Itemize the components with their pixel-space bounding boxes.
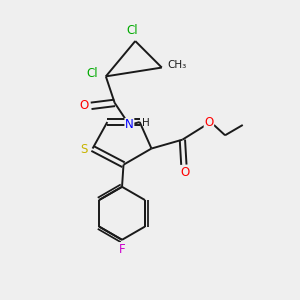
Text: CH₃: CH₃ — [167, 60, 186, 70]
Text: O: O — [204, 116, 214, 128]
Text: Cl: Cl — [87, 67, 98, 80]
Text: H: H — [142, 118, 149, 128]
Text: S: S — [80, 143, 87, 157]
Text: Cl: Cl — [127, 24, 138, 37]
Text: F: F — [119, 243, 125, 256]
Text: O: O — [79, 99, 88, 112]
Text: N: N — [125, 118, 134, 131]
Text: O: O — [181, 166, 190, 178]
